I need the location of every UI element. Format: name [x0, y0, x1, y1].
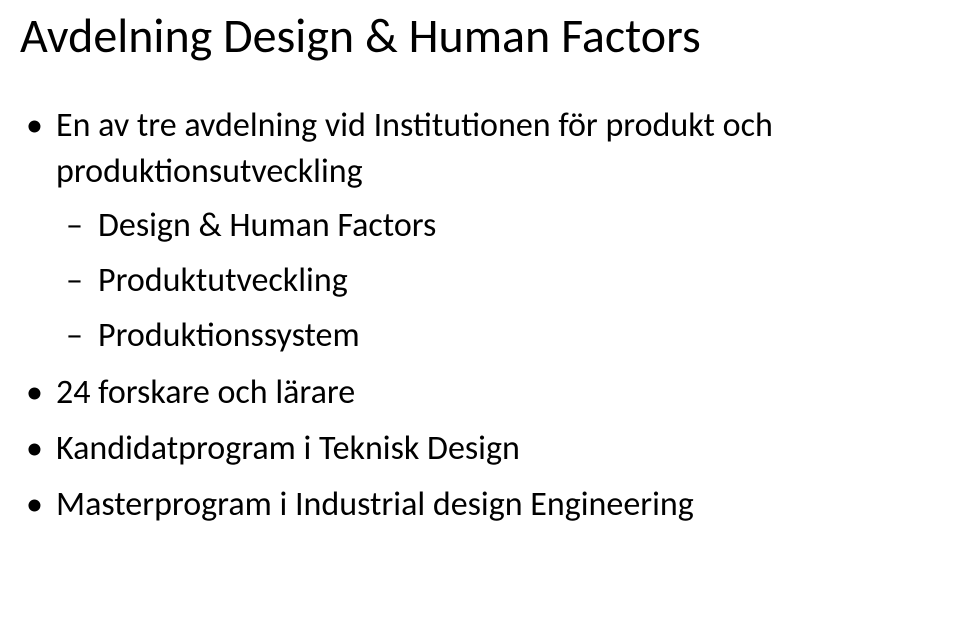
list-item-text: 24 forskare och lärare: [56, 372, 355, 413]
list-item-text: Produktutveckling: [98, 260, 348, 301]
list-item: Kandidatprogram i Teknisk Design: [20, 426, 940, 472]
list-item: Masterprogram i Industrial design Engine…: [20, 482, 940, 528]
list-item: Produktutveckling: [56, 256, 940, 305]
list-item: 24 forskare och lärare: [20, 370, 940, 416]
list-item-text: Kandidatprogram i Teknisk Design: [56, 428, 520, 469]
list-item-text: Design & Human Factors: [98, 205, 436, 246]
slide-title: Avdelning Design & Human Factors: [20, 10, 940, 63]
list-item: Design & Human Factors: [56, 201, 940, 250]
list-item-text: Produktionssystem: [98, 315, 360, 356]
bullet-list: En av tre avdelning vid Institutionen fö…: [20, 103, 940, 528]
list-item: Produktionssystem: [56, 311, 940, 360]
sub-bullet-list: Design & Human Factors Produktutveckling…: [56, 201, 940, 361]
slide: Avdelning Design & Human Factors En av t…: [0, 0, 960, 634]
list-item-text: Masterprogram i Industrial design Engine…: [56, 484, 694, 525]
list-item-text: En av tre avdelning vid Institutionen fö…: [56, 105, 773, 192]
list-item: En av tre avdelning vid Institutionen fö…: [20, 103, 940, 361]
